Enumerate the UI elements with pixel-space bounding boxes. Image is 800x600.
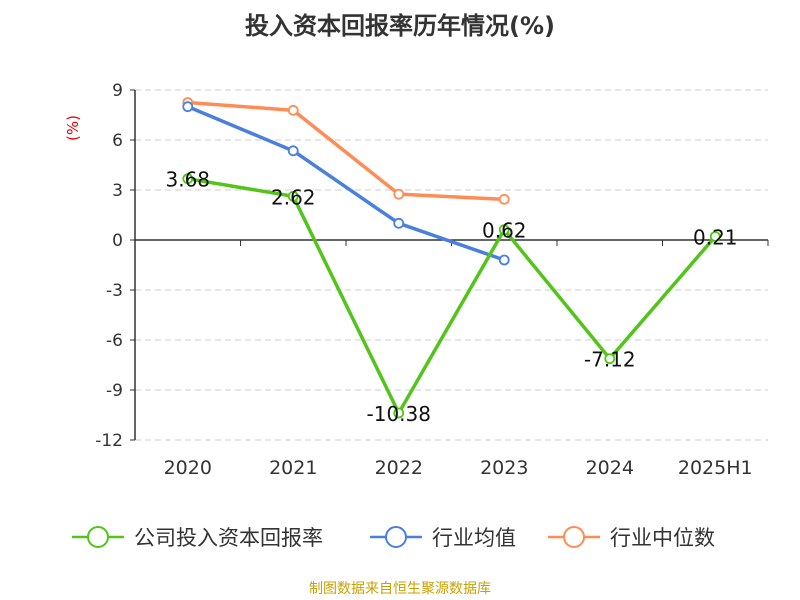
- data-point: [498, 254, 510, 266]
- x-tick-label: 2022: [375, 457, 423, 479]
- data-point: [182, 173, 194, 185]
- legend-marker: [87, 526, 109, 548]
- y-tick-label: 3: [112, 181, 123, 201]
- data-point: [604, 353, 616, 365]
- legend-label: 行业均值: [432, 526, 516, 550]
- y-tick-label: -3: [106, 281, 123, 301]
- y-tick-label: 0: [112, 231, 123, 251]
- y-tick-label: 9: [112, 81, 123, 101]
- data-label: 0.21: [693, 226, 738, 250]
- x-tick-label: 2020: [164, 457, 212, 479]
- data-point: [182, 101, 194, 113]
- data-point: [287, 190, 299, 202]
- data-label: 0.62: [482, 219, 527, 243]
- data-label: 3.68: [165, 168, 210, 192]
- series-line-1: [187, 105, 505, 262]
- data-point: [393, 217, 405, 229]
- data-point: [498, 193, 510, 205]
- chart-title: 投入资本回报率历年情况(%): [245, 12, 555, 40]
- legend-label: 公司投入资本回报率: [134, 526, 323, 550]
- data-label: 2.62: [271, 185, 316, 209]
- y-tick-label: -12: [95, 431, 123, 451]
- data-point: [393, 188, 405, 200]
- source-footer: 制图数据来自恒生聚源数据库: [309, 581, 491, 597]
- series-line-2: [187, 100, 505, 202]
- data-point: [287, 145, 299, 157]
- y-tick-label: -9: [106, 381, 123, 401]
- y-tick-label: 6: [112, 131, 123, 151]
- data-point: [393, 407, 405, 419]
- x-tick-label: 2023: [480, 457, 528, 479]
- data-label: -7.12: [584, 348, 636, 372]
- x-tick-label: 2021: [269, 457, 317, 479]
- data-point: [498, 224, 510, 236]
- legend-marker: [385, 526, 407, 548]
- data-point: [287, 104, 299, 116]
- legend-marker: [563, 526, 585, 548]
- data-point: [709, 231, 721, 242]
- x-tick-label: 2025H1: [678, 457, 753, 479]
- legend-label: 行业中位数: [610, 526, 715, 550]
- data-label: -10.38: [367, 402, 431, 426]
- x-tick-label: 2024: [586, 457, 634, 479]
- y-tick-label: -6: [106, 331, 123, 351]
- series-line-0: [187, 176, 717, 415]
- y-axis-label: (%): [64, 115, 82, 141]
